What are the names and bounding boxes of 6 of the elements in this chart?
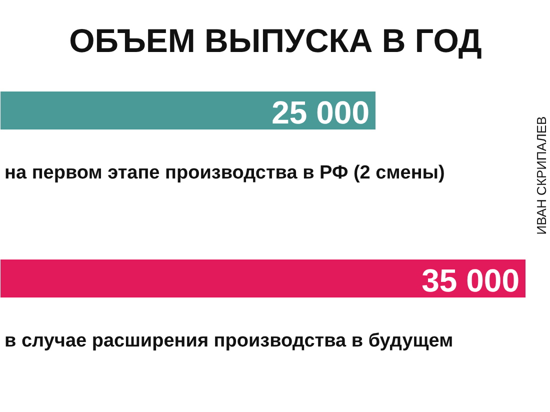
text: ИВАН СКРИПАЛЕВ (534, 116, 549, 235)
data-label: 25 000 (272, 94, 370, 130)
data-label: 35 000 (422, 262, 520, 298)
text: ОБЪЕМ ВЫПУСКА В ГОД (69, 22, 482, 59)
y-tick-label: на первом этапе производства в РФ (2 смены) (4, 162, 445, 184)
y-tick-label: в случае расширения производства в будущем (4, 330, 454, 352)
